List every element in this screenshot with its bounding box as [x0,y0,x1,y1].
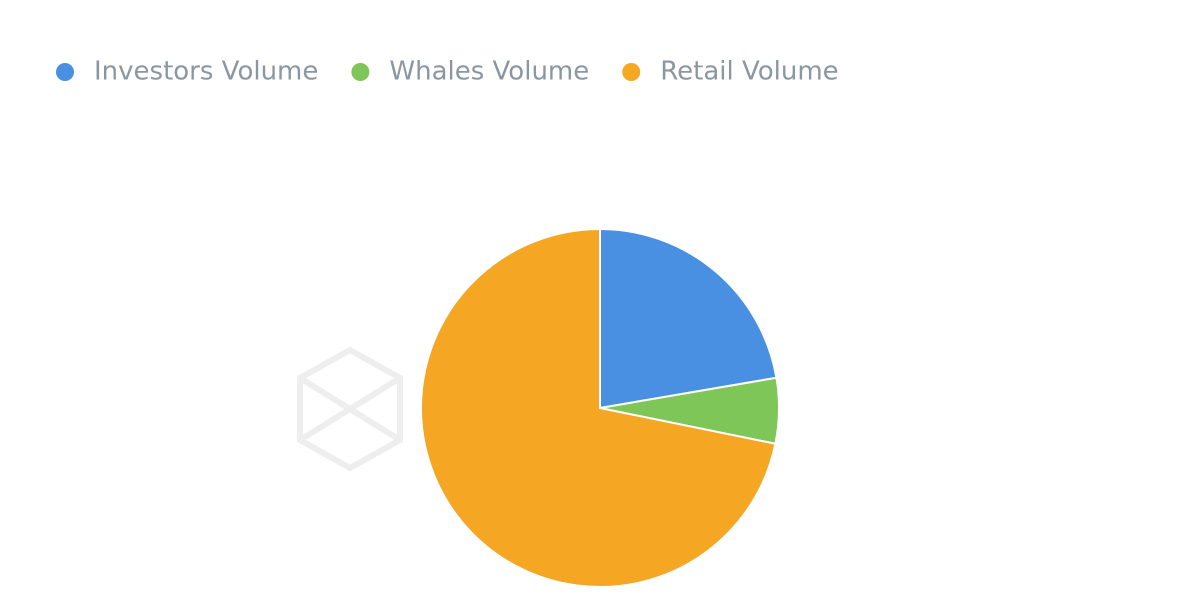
watermark [297,346,403,472]
pie-slice [599,227,778,410]
legend-marker [351,63,370,81]
legend-marker [56,63,74,81]
legend-label: Whales Volume [389,57,589,87]
legend-marker [622,63,641,81]
legend-label: Investors Volume [94,57,318,87]
pie-slice [420,227,777,588]
legend-label: Retail Volume [660,57,838,87]
